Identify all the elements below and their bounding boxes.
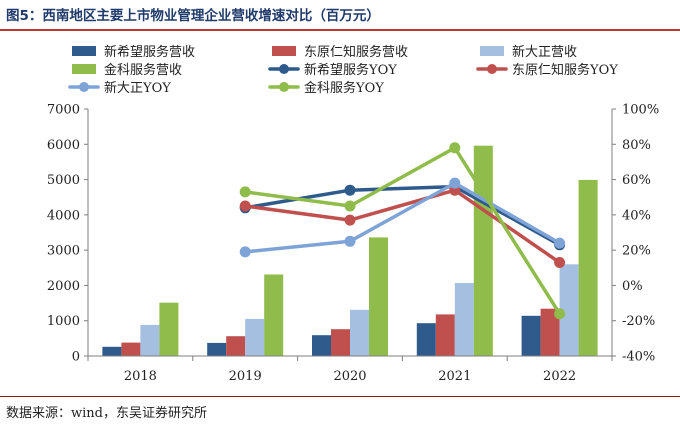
bar-xbw_rev-2020	[312, 335, 331, 356]
left-tick-label: 3000	[47, 244, 80, 259]
bar-jk_rev-2020	[369, 237, 388, 356]
bar-jk_rev-2022	[578, 179, 598, 356]
x-tick-label: 2022	[543, 369, 576, 384]
line-dyrz_yoy	[243, 188, 562, 265]
line-xdz_yoy	[243, 181, 562, 254]
point-xdz_yoy-2022	[554, 237, 566, 249]
left-tick-label: 2000	[47, 279, 80, 294]
bar-jk_rev-2018	[159, 302, 179, 356]
legend-label-dyrz_yoy: 东原仁知服务YOY	[512, 62, 618, 78]
point-jk_yoy-2021	[449, 142, 461, 154]
bar-xbw_rev-2022	[521, 315, 541, 356]
left-tick-label: 6000	[47, 138, 80, 153]
legend-swatch-jk_rev	[72, 64, 96, 74]
bar-xdz_rev-2022	[559, 264, 579, 356]
point-jk_yoy-2022	[554, 308, 566, 320]
legend-swatch-xbw_rev	[72, 46, 96, 56]
bar-jk_rev-2019	[264, 274, 284, 356]
left-tick-label: 4000	[47, 208, 80, 223]
x-tick-label: 2019	[229, 369, 262, 384]
legend-marker-xbw_yoy	[279, 64, 289, 74]
legend-swatch-dyrz_rev	[272, 46, 296, 56]
left-tick-label: 0	[72, 350, 80, 365]
point-xbw_yoy-2020	[344, 184, 356, 196]
legend-label-jk_rev: 金科服务营收	[104, 62, 182, 78]
bar-dyrz_rev-2021	[435, 314, 455, 356]
left-tick-label: 1000	[47, 314, 80, 329]
bar-xdz_rev-2019	[245, 318, 265, 356]
legend-label-xbw_yoy: 新希望服务YOY	[304, 62, 397, 78]
bar-xbw_rev-2021	[416, 323, 436, 356]
right-tick-label: 40%	[622, 208, 651, 223]
legend-label-xdz_rev: 新大正营收	[512, 44, 577, 60]
source-note: 数据来源：wind，东吴证券研究所	[6, 406, 207, 421]
chart-canvas: 0 1000 2000 3000 4000 5000 6000 7000 -40% -20% 0% 2…	[47, 44, 659, 384]
point-jk_yoy-2019	[239, 186, 251, 198]
right-tick-label: 100%	[622, 103, 659, 118]
legend-marker-jk_yoy	[279, 82, 289, 92]
point-xdz_yoy-2020	[344, 235, 356, 247]
bar-xdz_rev-2020	[350, 309, 369, 356]
bar-xbw_rev-2018	[102, 346, 122, 356]
legend-marker-dyrz_yoy	[487, 64, 497, 74]
legend-swatch-xdz_rev	[480, 46, 504, 56]
source-divider	[0, 396, 680, 397]
chart-title: 图5：西南地区主要上市物业管理企业营收增速对比（百万元）	[6, 8, 380, 24]
left-tick-label: 5000	[47, 173, 80, 188]
title-divider	[0, 29, 680, 31]
point-jk_yoy-2020	[344, 200, 356, 212]
point-dyrz_yoy-2022	[554, 257, 566, 268]
bar-dyrz_rev-2019	[226, 336, 246, 356]
x-tick-label: 2021	[438, 369, 471, 384]
bar-dyrz_rev-2018	[121, 342, 141, 356]
right-tick-label: 60%	[622, 173, 651, 188]
right-tick-label: 0%	[622, 279, 643, 294]
line-jk_yoy	[243, 146, 562, 316]
bar-xbw_rev-2019	[207, 342, 227, 356]
bar-jk_rev-2021	[473, 145, 493, 356]
x-tick-label: 2020	[333, 369, 366, 384]
bar-dyrz_rev-2020	[331, 329, 350, 356]
legend-label-xdz_yoy: 新大正YOY	[104, 80, 171, 96]
right-tick-label: 20%	[622, 244, 651, 259]
point-dyrz_yoy-2020	[344, 214, 356, 226]
point-xdz_yoy-2019	[239, 246, 251, 258]
bar-xdz_rev-2021	[454, 283, 474, 356]
bar-xdz_rev-2018	[140, 324, 160, 356]
legend-marker-xdz_yoy	[79, 82, 89, 92]
legend-label-xbw_rev: 新希望服务营收	[104, 44, 195, 60]
bar-dyrz_rev-2022	[540, 308, 560, 356]
right-tick-label: 80%	[622, 138, 651, 153]
point-xdz_yoy-2021	[449, 177, 461, 189]
right-tick-label: -20%	[622, 314, 655, 329]
legend-label-dyrz_rev: 东原仁知服务营收	[304, 44, 408, 60]
x-tick-label: 2018	[124, 369, 157, 384]
right-tick-label: -40%	[622, 350, 655, 365]
legend-label-jk_yoy: 金科服务YOY	[304, 80, 384, 96]
left-tick-label: 7000	[47, 103, 80, 118]
point-dyrz_yoy-2019	[239, 200, 251, 212]
